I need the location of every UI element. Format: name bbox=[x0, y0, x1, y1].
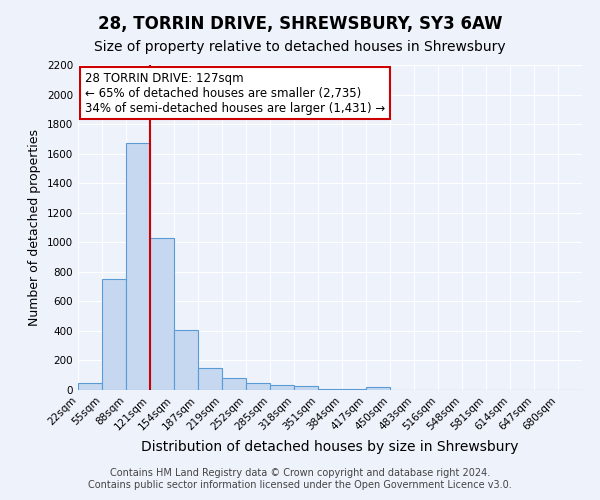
Bar bbox=[174, 330, 198, 390]
Bar bbox=[150, 238, 174, 390]
Y-axis label: Number of detached properties: Number of detached properties bbox=[28, 129, 41, 326]
Bar bbox=[78, 382, 102, 390]
Text: 28, TORRIN DRIVE, SHREWSBURY, SY3 6AW: 28, TORRIN DRIVE, SHREWSBURY, SY3 6AW bbox=[98, 15, 502, 33]
Bar bbox=[318, 388, 342, 390]
Bar bbox=[342, 388, 366, 390]
Bar bbox=[102, 279, 126, 390]
Text: 28 TORRIN DRIVE: 127sqm
← 65% of detached houses are smaller (2,735)
34% of semi: 28 TORRIN DRIVE: 127sqm ← 65% of detache… bbox=[85, 72, 385, 114]
Bar bbox=[294, 386, 318, 390]
Bar bbox=[246, 383, 270, 390]
Bar bbox=[126, 144, 150, 390]
Text: Contains HM Land Registry data © Crown copyright and database right 2024.
Contai: Contains HM Land Registry data © Crown c… bbox=[88, 468, 512, 490]
X-axis label: Distribution of detached houses by size in Shrewsbury: Distribution of detached houses by size … bbox=[141, 440, 519, 454]
Bar bbox=[222, 378, 246, 390]
Bar bbox=[366, 388, 390, 390]
Bar bbox=[198, 368, 222, 390]
Text: Size of property relative to detached houses in Shrewsbury: Size of property relative to detached ho… bbox=[94, 40, 506, 54]
Bar bbox=[270, 385, 294, 390]
